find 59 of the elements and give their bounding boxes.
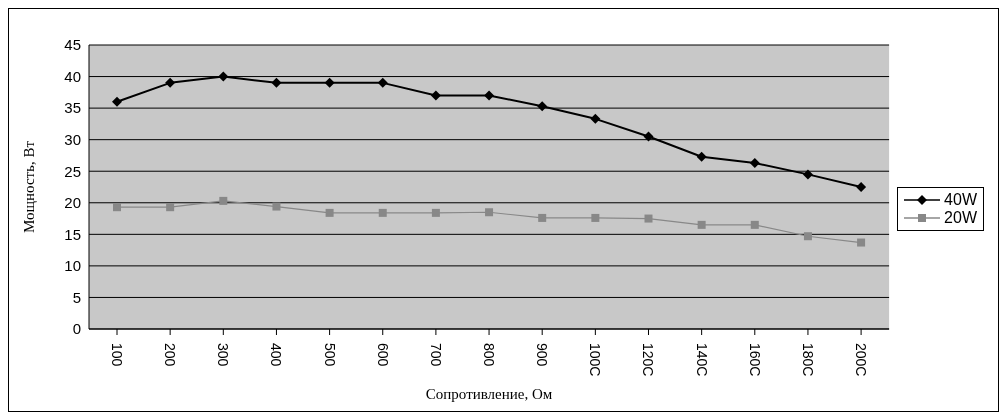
point [219,196,228,205]
x-tick-label: 700 [427,343,444,367]
y-tick-label: 30 [64,130,81,148]
point [803,232,812,241]
x-tick-label: 140C [693,343,710,377]
point [643,131,654,142]
y-tick-label: 25 [64,162,81,180]
point [749,158,760,169]
point [377,77,388,88]
point [802,169,813,180]
point [378,208,387,217]
point [271,77,282,88]
x-tick-label: 160C [746,343,763,377]
y-tick-label: 15 [64,225,81,243]
point [166,203,175,212]
point [165,77,176,88]
y-tick-label: 45 [64,36,81,54]
x-tick-label: 900 [534,343,551,367]
legend-label: 20W [944,209,977,227]
point [696,151,707,162]
y-tick-label: 5 [72,288,81,306]
point [325,208,334,217]
point [324,77,335,88]
x-tick-label: 100C [587,343,604,377]
x-tick-label: 100 [109,343,125,367]
point [113,203,121,212]
x-tick-label: 180C [799,343,816,377]
point [430,90,441,101]
point [538,213,547,222]
point [218,71,229,82]
x-tick-label: 200C [853,343,870,377]
point [272,202,281,211]
point [537,101,548,112]
x-tick-label: 600 [374,343,391,367]
y-tick-label: 20 [64,194,81,212]
y-tick-label: 40 [64,67,81,85]
x-tick-label: 400 [268,343,285,367]
point [856,182,867,192]
x-tick-label: 800 [481,343,498,367]
point [644,214,653,223]
y-tick-label: 35 [64,99,81,117]
point [112,96,122,107]
y-axis-title: Мощность, Вт [21,140,38,234]
x-axis-title: Сопротивление, Ом [425,386,553,402]
point [750,220,759,229]
point [431,208,440,217]
x-tick-label: 300 [215,343,232,367]
point [697,220,706,229]
legend-label: 40W [944,191,977,209]
y-tick-label: 10 [64,257,81,275]
x-tick-label: 120C [640,343,657,377]
y-tick-label: 0 [72,320,81,338]
point [857,238,866,247]
point [591,213,600,222]
x-tick-label: 200 [162,343,179,367]
point [484,90,495,101]
point [590,113,601,124]
x-tick-label: 500 [321,343,338,367]
point [485,208,494,217]
